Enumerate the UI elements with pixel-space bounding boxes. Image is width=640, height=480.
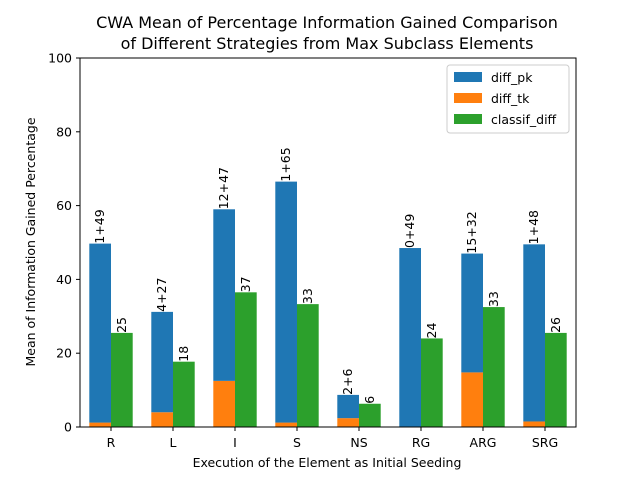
x-tick-label: RG (412, 435, 430, 450)
chart-title-line-1: CWA Mean of Percentage Information Gaine… (96, 13, 558, 32)
stack-value-label: 4+27 (154, 278, 169, 312)
legend-swatch-classif-diff (454, 114, 482, 124)
bar-diff-pk (523, 244, 545, 422)
legend-swatch-diff-pk (454, 72, 482, 82)
y-tick-label: 40 (56, 272, 72, 287)
bar-diff-pk (461, 253, 483, 373)
bar-classif-diff (359, 403, 381, 427)
classif-value-label: 26 (548, 317, 563, 333)
bar-classif-diff (483, 307, 505, 427)
stack-value-label: 15+32 (464, 211, 479, 253)
classif-value-label: 24 (424, 322, 439, 338)
y-axis-label: Mean of Information Gained Percentage (23, 117, 38, 366)
bar-classif-diff (545, 332, 567, 427)
legend-label-classif-diff: classif_diff (491, 112, 557, 127)
stack-value-label: 1+65 (278, 147, 293, 181)
bar-diff-tk (461, 372, 483, 427)
stack-value-label: 0+49 (402, 214, 417, 248)
stack-value-label: 1+49 (92, 209, 107, 243)
bar-diff-pk (151, 311, 173, 413)
bar-diff-pk (89, 243, 111, 423)
x-tick-label: NS (350, 435, 367, 450)
stack-value-label: 2+6 (340, 368, 355, 394)
bar-classif-diff (421, 338, 443, 427)
y-tick-label: 80 (56, 124, 72, 139)
chart-title-line-2: of Different Strategies from Max Subclas… (121, 34, 534, 53)
x-tick-label: S (293, 435, 301, 450)
bar-diff-pk (399, 248, 421, 427)
bar-classif-diff (111, 332, 133, 427)
legend-label-diff-tk: diff_tk (491, 91, 530, 106)
stack-value-label: 1+48 (526, 210, 541, 244)
classif-value-label: 33 (486, 291, 501, 307)
y-tick-label: 0 (64, 420, 72, 435)
bar-diff-tk (337, 418, 359, 427)
y-tick-label: 100 (48, 51, 72, 66)
legend-swatch-diff-tk (454, 93, 482, 103)
y-tick-label: 60 (56, 198, 72, 213)
bar-diff-tk (523, 421, 545, 427)
x-axis-label: Execution of the Element as Initial Seed… (193, 455, 462, 470)
x-tick-label: R (107, 435, 116, 450)
bar-diff-tk (275, 422, 297, 427)
x-tick-label: ARG (470, 435, 497, 450)
plot-area: 1+49 25 R 4+27 18 L 12+47 37 I 1+65 33 S 2+6 6 NS 0+49 2… (48, 51, 577, 450)
bar-classif-diff (173, 361, 195, 427)
stack-value-label: 12+47 (216, 167, 231, 209)
bar-diff-tk (89, 422, 111, 427)
bar-diff-tk (151, 412, 173, 427)
classif-value-label: 6 (362, 396, 377, 404)
x-tick-label: SRG (532, 435, 558, 450)
classif-value-label: 18 (176, 346, 191, 362)
classif-value-label: 37 (238, 276, 253, 292)
bar-diff-pk (337, 394, 359, 419)
bar-classif-diff (235, 292, 257, 427)
bar-diff-pk (213, 209, 235, 381)
x-tick-label: L (170, 435, 177, 450)
classif-value-label: 33 (300, 288, 315, 304)
bar-classif-diff (297, 304, 319, 427)
legend-label-diff-pk: diff_pk (491, 70, 533, 85)
classif-value-label: 25 (114, 317, 129, 333)
bar-diff-pk (275, 181, 297, 423)
axes-frame (79, 57, 577, 428)
bar-diff-tk (213, 380, 235, 427)
y-tick-label: 20 (56, 346, 72, 361)
x-tick-label: I (233, 435, 237, 450)
